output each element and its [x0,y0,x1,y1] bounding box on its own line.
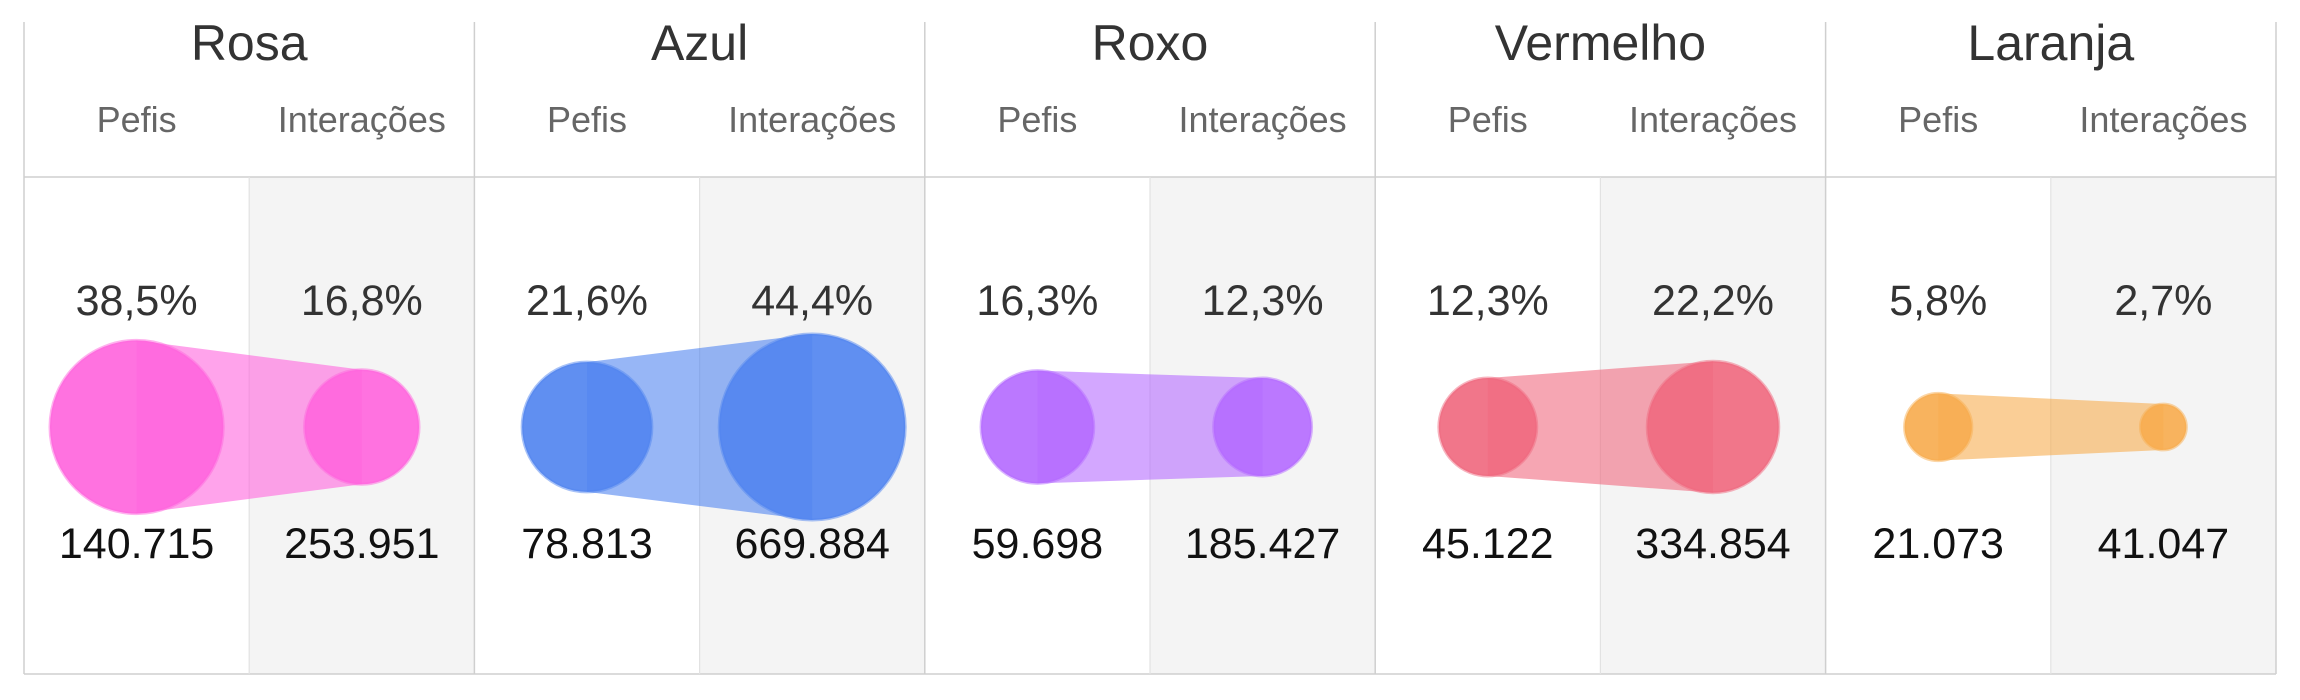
pefis-pct-label: 5,8% [1889,277,1987,325]
group-title: Vermelho [1495,15,1706,71]
pefis-pct-label: 38,5% [76,277,198,325]
pefis-bubble [1437,376,1539,478]
interacoes-pct-label: 16,8% [301,277,423,325]
interacoes-pct-label: 12,3% [1202,277,1324,325]
interacoes-value-label: 334.854 [1635,520,1790,568]
pefis-bubble [520,360,654,494]
interacoes-pct-label: 44,4% [751,277,873,325]
interacoes-value-label: 253.951 [284,520,439,568]
group-title: Azul [651,15,748,71]
column-header-interacoes: Interações [1179,99,1347,140]
column-header-pefis: Pefis [547,99,627,140]
column-header-interacoes: Interações [1629,99,1797,140]
interacoes-bubble [1645,359,1781,495]
column-header-interacoes: Interações [2079,99,2247,140]
interacoes-value-label: 41.047 [2098,520,2230,568]
pefis-bubble [48,338,225,516]
interacoes-pct-label: 22,2% [1652,277,1774,325]
pefis-pct-label: 21,6% [526,277,648,325]
pefis-value-label: 45.122 [1422,520,1554,568]
interacoes-bubble [1212,376,1314,478]
pefis-pct-label: 12,3% [1427,277,1549,325]
column-header-pefis: Pefis [997,99,1077,140]
pefis-value-label: 59.698 [972,520,1104,568]
connector-band [1037,370,1263,484]
group-title: Rosa [191,15,308,71]
interacoes-pct-label: 2,7% [2114,277,2212,325]
interacoes-value-label: 185.427 [1185,520,1340,568]
interacoes-bubble [717,332,907,522]
interacoes-value-label: 669.884 [734,520,889,568]
pefis-bubble [1903,391,1974,463]
pefis-value-label: 78.813 [521,520,653,568]
interacoes-bubble [303,368,421,486]
group-title: Roxo [1092,15,1209,71]
column-header-interacoes: Interações [278,99,446,140]
column-header-pefis: Pefis [1898,99,1978,140]
group-title: Laranja [1967,15,2134,71]
column-header-interacoes: Interações [728,99,896,140]
interacoes-bubble [2138,402,2188,452]
column-header-pefis: Pefis [97,99,177,140]
pefis-value-label: 21.073 [1872,520,2004,568]
column-header-pefis: Pefis [1448,99,1528,140]
pefis-value-label: 140.715 [59,520,214,568]
pefis-pct-label: 16,3% [976,277,1098,325]
pefis-bubble [979,369,1096,485]
connector-band [1938,393,2164,461]
